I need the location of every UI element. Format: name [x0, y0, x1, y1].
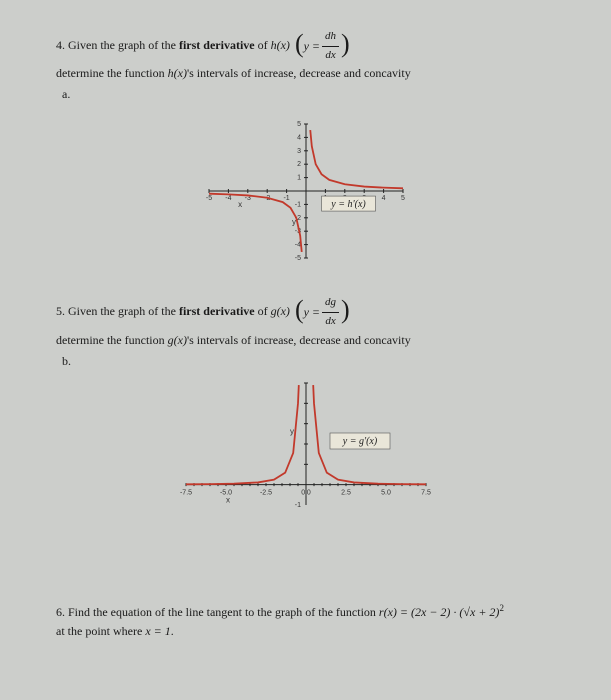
svg-text:2: 2 — [297, 162, 301, 169]
q4-num: dh — [322, 28, 339, 47]
q4-line1: 4. Given the graph of the first derivati… — [56, 28, 555, 64]
q5-mid: of — [255, 304, 271, 318]
q5-den: dx — [322, 313, 338, 331]
q5-deriv-notation: ( y = dg dx ) — [295, 294, 350, 330]
svg-text:4: 4 — [381, 195, 385, 202]
svg-text:-2.5: -2.5 — [259, 489, 271, 496]
q5-graph: -7.5-5.0-2.52.55.07.50|0-1xyy = g'(x) — [166, 373, 446, 523]
svg-text:y = h'(x): y = h'(x) — [330, 199, 366, 210]
q5-graph-wrap: -7.5-5.0-2.52.55.07.50|0-1xyy = g'(x) — [56, 373, 555, 523]
q5-frac: dg dx — [322, 294, 339, 330]
q4-sub: a. — [62, 87, 555, 102]
q6-line2: at the point where x = 1. — [56, 622, 555, 641]
q5-l2c: 's intervals of increase, decrease and c… — [187, 333, 411, 347]
q4-graph: -5-4-3-2-112345-5-4-3-2-112345xyy = h'(x… — [191, 106, 421, 276]
q5-sub: b. — [62, 354, 555, 369]
svg-text:-5: -5 — [205, 195, 211, 202]
q6-line1: 6. Find the equation of the line tangent… — [56, 601, 555, 622]
q5-func: g(x) — [271, 304, 290, 318]
q4-l2b: h(x) — [168, 66, 187, 80]
q4-prefix: 4. Given the graph of the — [56, 38, 179, 52]
q4-line2: determine the function h(x)'s intervals … — [56, 64, 555, 83]
q4-mid: of — [255, 38, 271, 52]
q4-yeq: y = — [304, 37, 320, 56]
q5-line2: determine the function g(x)'s intervals … — [56, 331, 555, 350]
svg-text:5.0: 5.0 — [381, 489, 391, 496]
svg-text:-7.5: -7.5 — [179, 489, 191, 496]
q4-l2a: determine the function — [56, 66, 168, 80]
svg-text:0|0: 0|0 — [301, 489, 311, 496]
svg-text:2.5: 2.5 — [341, 489, 351, 496]
svg-text:-5: -5 — [294, 255, 300, 262]
q5-l2a: determine the function — [56, 333, 168, 347]
svg-text:y: y — [292, 218, 296, 227]
q6-l2b: x = 1 — [145, 624, 170, 638]
svg-text:x: x — [238, 200, 242, 209]
q5-l2b: g(x) — [168, 333, 187, 347]
svg-text:-1: -1 — [283, 195, 289, 202]
q6-sup: 2 — [499, 603, 504, 613]
svg-text:x: x — [226, 495, 230, 504]
problem-4: 4. Given the graph of the first derivati… — [56, 28, 555, 276]
q5-line1: 5. Given the graph of the first derivati… — [56, 294, 555, 330]
svg-text:1: 1 — [297, 175, 301, 182]
q4-func: h(x) — [271, 38, 290, 52]
svg-text:7.5: 7.5 — [421, 489, 431, 496]
q4-bold: first derivative — [179, 38, 255, 52]
svg-text:y = g'(x): y = g'(x) — [341, 436, 377, 447]
q5-prefix: 5. Given the graph of the — [56, 304, 179, 318]
q6-func: r(x) = (2x − 2) · (√x + 2) — [379, 605, 500, 619]
q6-prefix: 6. Find the equation of the line tangent… — [56, 605, 379, 619]
svg-text:-1: -1 — [294, 202, 300, 209]
svg-text:3: 3 — [297, 148, 301, 155]
q4-deriv-notation: ( y = dh dx ) — [295, 28, 350, 64]
svg-text:y: y — [290, 427, 294, 436]
q5-bold: first derivative — [179, 304, 255, 318]
svg-text:5: 5 — [401, 195, 405, 202]
problem-5: 5. Given the graph of the first derivati… — [56, 294, 555, 522]
svg-text:5: 5 — [297, 121, 301, 128]
svg-text:4: 4 — [297, 135, 301, 142]
q6-l2c: . — [171, 624, 174, 638]
q4-graph-wrap: -5-4-3-2-112345-5-4-3-2-112345xyy = h'(x… — [56, 106, 555, 276]
q6-l2a: at the point where — [56, 624, 145, 638]
q4-den: dx — [322, 47, 338, 65]
svg-text:-1: -1 — [294, 502, 300, 509]
svg-text:-4: -4 — [225, 195, 231, 202]
problem-6: 6. Find the equation of the line tangent… — [56, 601, 555, 641]
q5-yeq: y = — [304, 303, 320, 322]
q4-l2c: 's intervals of increase, decrease and c… — [187, 66, 411, 80]
q5-num: dg — [322, 294, 339, 313]
q4-frac: dh dx — [322, 28, 339, 64]
